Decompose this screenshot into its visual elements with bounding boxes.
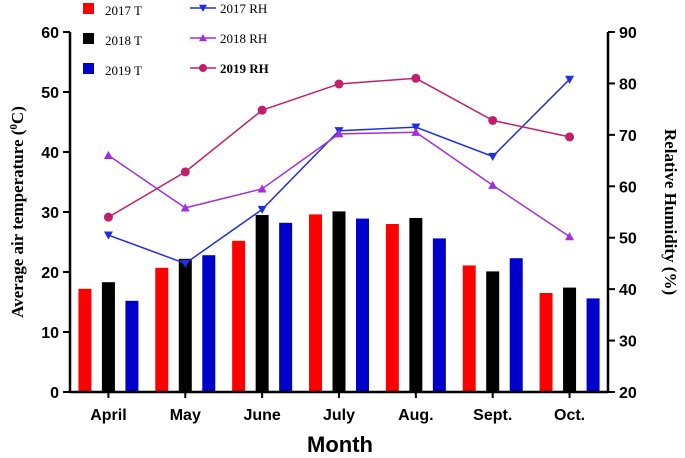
legend-marker-2018-RH xyxy=(199,34,207,42)
bar-2017-T-4 xyxy=(385,224,399,392)
legend-label-2017-RH: 2017 RH xyxy=(220,1,267,16)
marker-2019-RH-1 xyxy=(180,167,190,177)
marker-2017-RH-6 xyxy=(565,75,575,84)
left-ticks: 0 10 20 30 40 50 60 xyxy=(41,25,70,402)
y-right-axis-label: Relative Humidity (%) xyxy=(661,129,680,295)
y-left-axis-label: Average air temperature (0C) xyxy=(8,106,27,318)
right-tick-label: 70 xyxy=(619,128,637,145)
marker-2019-RH-4 xyxy=(411,73,421,83)
legend-label-2018-T: 2018 T xyxy=(105,33,142,48)
bar-2018-T-4 xyxy=(409,218,423,392)
legend-label-2018-RH: 2018 RH xyxy=(220,31,267,46)
bar-2019-T-3 xyxy=(356,218,369,392)
marker-2019-RH-5 xyxy=(488,115,498,125)
left-tick-label: 10 xyxy=(41,325,59,342)
x-tick-label: May xyxy=(170,407,201,424)
marker-2018-RH-4 xyxy=(411,127,421,136)
legend-label-2019-T: 2019 T xyxy=(105,63,142,78)
marker-2018-RH-0 xyxy=(103,150,113,160)
marker-2018-RH-1 xyxy=(180,203,190,212)
bar-2018-T-3 xyxy=(332,211,346,392)
left-tick-label: 40 xyxy=(41,145,59,162)
y-left-label-sup: 0 xyxy=(8,124,20,130)
lines-layer xyxy=(103,73,575,268)
x-tick-label: Aug. xyxy=(398,407,434,424)
left-tick-label: 0 xyxy=(50,385,59,402)
x-tick-label: June xyxy=(243,407,280,424)
marker-2017-RH-5 xyxy=(488,152,498,161)
marker-2018-RH-3 xyxy=(334,129,344,138)
marker-2019-RH-3 xyxy=(334,79,344,89)
bar-2017-T-6 xyxy=(539,293,553,392)
legend-marker-2019-RH xyxy=(199,64,207,72)
bar-2017-T-1 xyxy=(155,267,169,392)
x-axis-label: Month xyxy=(307,432,373,457)
marker-2017-RH-1 xyxy=(180,259,190,268)
legend: 2017 T 2018 T 2019 T 2017 RH 2018 RH 2019 RH xyxy=(83,1,269,78)
bar-2018-T-0 xyxy=(101,282,115,392)
y-left-label-main: Average air temperature ( xyxy=(8,129,27,318)
bar-2018-T-1 xyxy=(178,258,192,392)
bar-2017-T-0 xyxy=(78,288,92,392)
marker-2017-RH-4 xyxy=(411,123,421,132)
bar-2017-T-5 xyxy=(462,265,476,392)
legend-swatch-2018-T xyxy=(83,33,94,44)
marker-2019-RH-6 xyxy=(565,132,575,142)
bar-2019-T-2 xyxy=(279,222,293,392)
left-tick-label: 50 xyxy=(41,85,59,102)
left-tick-label: 60 xyxy=(41,25,59,42)
left-tick-label: 30 xyxy=(41,205,59,222)
legend-swatch-2019-T xyxy=(83,63,94,74)
legend-label-2017-T: 2017 T xyxy=(105,3,142,18)
marker-2017-RH-2 xyxy=(257,205,267,214)
legend-swatch-2017-T xyxy=(83,3,94,14)
right-tick-label: 30 xyxy=(619,334,637,351)
legend-label-2019-RH: 2019 RH xyxy=(220,61,269,76)
bar-2019-T-4 xyxy=(432,238,446,392)
bar-2019-T-5 xyxy=(509,258,523,392)
x-tick-label: April xyxy=(90,407,126,424)
legend-marker-2017-RH xyxy=(199,4,207,12)
bar-2018-T-5 xyxy=(486,271,500,392)
right-ticks: 20 30 40 50 60 70 80 90 xyxy=(608,25,637,402)
bar-2017-T-3 xyxy=(309,214,322,392)
x-ticks: April May June July Aug. Sept. Oct. xyxy=(90,392,585,424)
marker-2017-RH-0 xyxy=(103,231,113,240)
right-tick-label: 60 xyxy=(619,179,637,196)
x-tick-label: Oct. xyxy=(554,407,585,424)
left-tick-label: 20 xyxy=(41,265,59,282)
marker-2019-RH-0 xyxy=(103,212,113,222)
x-tick-label: July xyxy=(323,407,355,424)
bar-2019-T-6 xyxy=(586,298,600,392)
bar-2019-T-1 xyxy=(202,255,216,392)
bar-2018-T-2 xyxy=(255,215,269,392)
right-tick-label: 20 xyxy=(619,385,637,402)
marker-2018-RH-2 xyxy=(257,184,267,193)
bar-2017-T-2 xyxy=(232,240,246,392)
bar-2019-T-0 xyxy=(125,300,139,392)
right-tick-label: 80 xyxy=(619,76,637,93)
y-left-label-tail: C) xyxy=(8,106,27,124)
marker-2019-RH-2 xyxy=(257,105,267,115)
marker-2018-RH-6 xyxy=(565,232,575,241)
bars-layer xyxy=(78,211,600,392)
marker-2018-RH-5 xyxy=(488,180,498,189)
right-tick-label: 40 xyxy=(619,282,637,299)
right-tick-label: 90 xyxy=(619,25,637,42)
right-tick-label: 50 xyxy=(619,231,637,248)
x-tick-label: Sept. xyxy=(473,407,512,424)
bar-2018-T-6 xyxy=(563,287,577,392)
